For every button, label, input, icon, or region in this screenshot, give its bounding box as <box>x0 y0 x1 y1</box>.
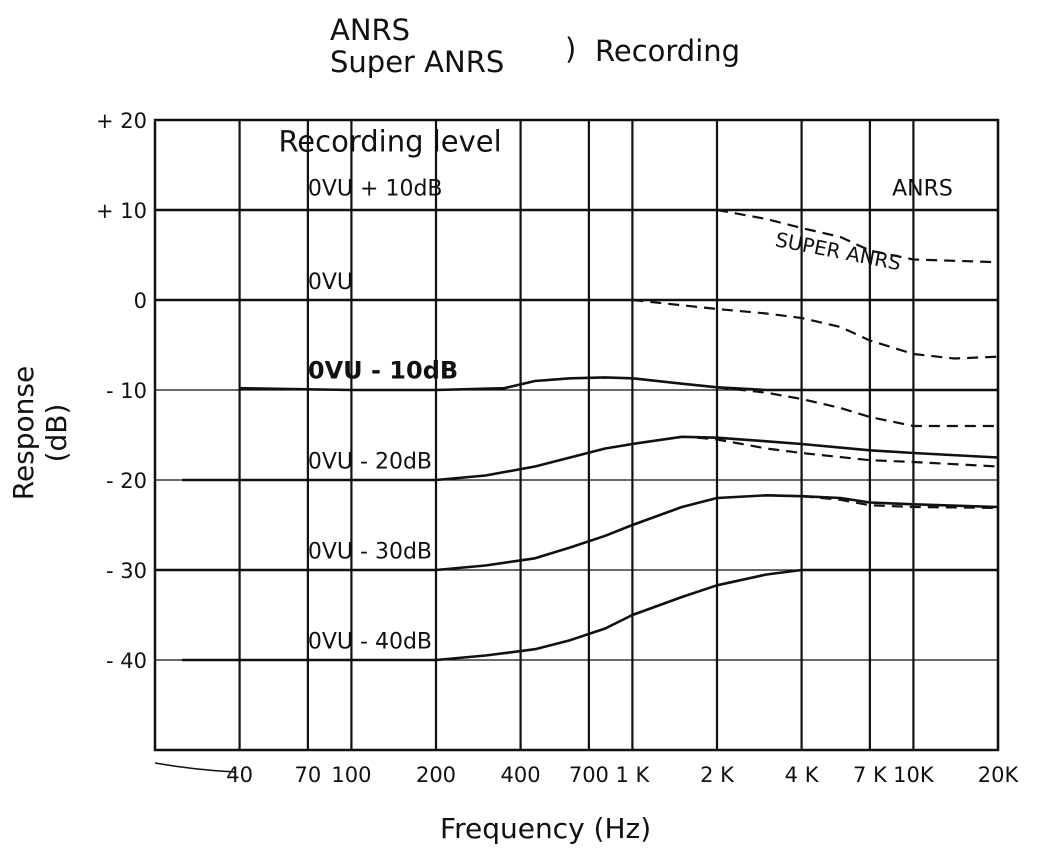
annotation-label: SUPER ANRS <box>773 227 903 275</box>
annotation-label: 0VU - 20dB <box>308 449 432 474</box>
title-bracket: ) <box>565 32 577 66</box>
title-recording: Recording <box>595 34 741 68</box>
annotation-label: Recording level <box>278 125 501 159</box>
series-line-dashed <box>716 208 999 264</box>
series-line-dashed <box>632 298 999 360</box>
y-tick-label: - 40 <box>106 649 147 673</box>
annotation-label: 0VU <box>308 270 353 295</box>
x-tick-label: 7 K <box>853 763 888 787</box>
y-tick-label: - 20 <box>106 469 147 493</box>
y-tick-label: - 30 <box>106 559 147 583</box>
series-line-dashed <box>716 386 998 428</box>
annotation-label: ANRS <box>892 177 953 202</box>
x-axis-label: Frequency (Hz) <box>440 812 652 845</box>
annotation-label: 0VU - 10dB <box>308 356 458 384</box>
x-tick-label: 10K <box>893 763 935 787</box>
x-tick-label: 1 K <box>616 763 651 787</box>
chart-title: ANRS Super ANRS <box>330 14 504 78</box>
y-tick-label: + 20 <box>96 109 147 133</box>
plot-frame <box>153 118 1000 752</box>
y-ticks: + 20 + 10 0 - 10 - 20 - 30 - 40 <box>96 109 147 673</box>
x-tick-label: 200 <box>416 763 456 787</box>
y-tick-label: + 10 <box>96 199 147 223</box>
y-tick-label: - 10 <box>106 379 147 403</box>
x-tick-label: 40 <box>226 763 253 787</box>
series-group <box>155 208 999 662</box>
series-line-solid <box>155 494 999 572</box>
title-line-anrs: ANRS <box>330 13 411 47</box>
x-tick-label: 4 K <box>785 763 820 787</box>
grid <box>153 118 1000 773</box>
x-tick-label: 20K <box>978 763 1020 787</box>
x-tick-label: 400 <box>501 763 541 787</box>
series-line-solid <box>182 568 998 662</box>
x-tick-label: 700 <box>569 763 609 787</box>
x-tick-label: 2 K <box>700 763 735 787</box>
annotation-label: 0VU - 30dB <box>308 539 432 564</box>
y-tick-label: 0 <box>134 289 147 313</box>
x-axis-hook <box>154 762 236 773</box>
series-line-dashed <box>697 436 999 468</box>
x-tick-label: 100 <box>331 763 371 787</box>
annotation-label: 0VU + 10dB <box>308 177 443 202</box>
series-line-solid <box>182 435 999 482</box>
title-line-super-anrs: Super ANRS <box>330 45 505 79</box>
x-ticks: 40 70 100 200 400 700 1 K 2 K 4 K 7 K 10K 20K <box>226 763 1019 787</box>
annotation-label: 0VU - 40dB <box>308 629 432 654</box>
x-tick-label: 70 <box>295 763 322 787</box>
